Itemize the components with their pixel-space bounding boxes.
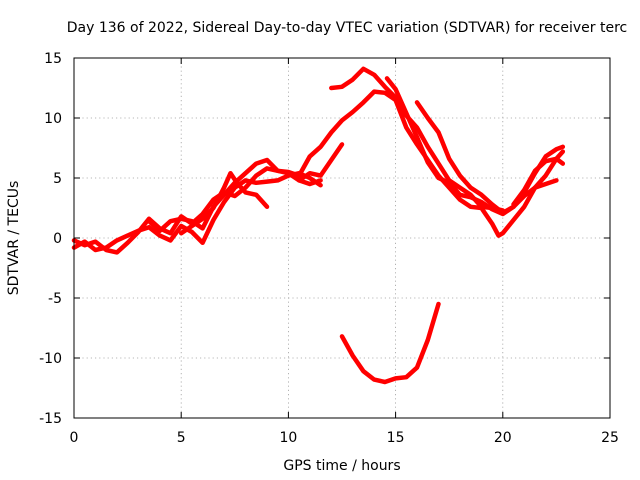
series-group bbox=[71, 66, 566, 385]
y-tick-label: 15 bbox=[44, 51, 62, 67]
y-axis-label: SDTVAR / TECUs bbox=[6, 181, 22, 296]
series-line-arc-8 bbox=[414, 100, 566, 216]
y-tick-label: -10 bbox=[39, 351, 62, 367]
axis-ticks bbox=[73, 57, 611, 419]
x-axis-label: GPS time / hours bbox=[283, 458, 400, 474]
y-tick-label: -5 bbox=[48, 291, 62, 307]
series-line-arc-2 bbox=[71, 170, 323, 253]
series-line-arc-7 bbox=[384, 76, 559, 217]
series-line-arc-4 bbox=[146, 157, 323, 234]
x-tick-label: 0 bbox=[70, 430, 79, 446]
y-tick-label: 0 bbox=[53, 231, 62, 247]
chart-title: Day 136 of 2022, Sidereal Day-to-day VTE… bbox=[67, 20, 627, 36]
series-line-arc-9 bbox=[511, 156, 566, 207]
y-tick-label: 5 bbox=[53, 171, 62, 187]
y-tick-label: -15 bbox=[39, 411, 62, 427]
x-tick-label: 5 bbox=[177, 430, 186, 446]
series-line-arc-5 bbox=[296, 142, 345, 183]
series-line-arc-10 bbox=[339, 301, 441, 385]
x-tick-labels: 0 5 10 15 20 25 bbox=[70, 430, 619, 446]
x-tick-label: 10 bbox=[279, 430, 297, 446]
x-tick-label: 25 bbox=[601, 430, 619, 446]
grid bbox=[74, 58, 610, 418]
y-tick-labels: -15 -10 -5 0 5 10 15 bbox=[39, 51, 62, 427]
x-tick-label: 15 bbox=[387, 430, 405, 446]
y-tick-label: 10 bbox=[44, 111, 62, 127]
x-tick-label: 20 bbox=[494, 430, 512, 446]
